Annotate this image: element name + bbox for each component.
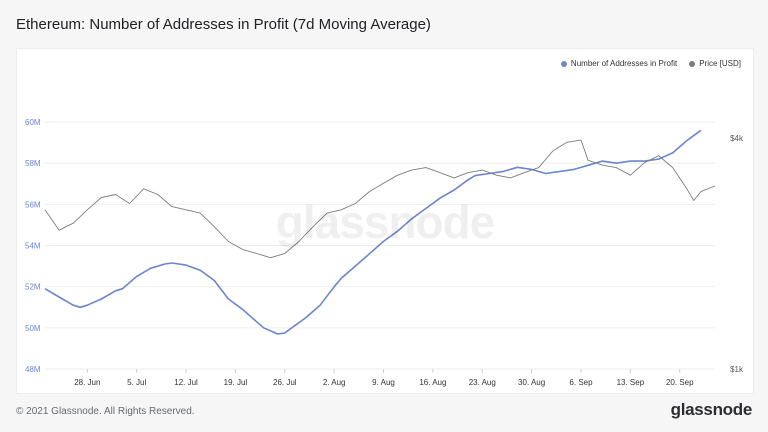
x-tick-label: 12. Jul: [174, 378, 198, 387]
x-tick-label: 6. Sep: [569, 378, 593, 387]
y2-tick-label: $4k: [730, 134, 744, 143]
legend: Number of Addresses in Profit Price [USD…: [560, 59, 741, 68]
legend-dot-price: [689, 60, 696, 67]
x-tick-label: 9. Aug: [372, 378, 395, 387]
x-tick-label: 23. Aug: [469, 378, 496, 387]
legend-label-addresses: Number of Addresses in Profit: [570, 59, 678, 68]
chart-title: Ethereum: Number of Addresses in Profit …: [16, 16, 431, 33]
legend-label-price: Price [USD]: [699, 59, 741, 68]
x-tick-label: 19. Jul: [224, 378, 248, 387]
series-line-addresses: [44, 129, 702, 335]
x-tick-label: 16. Aug: [419, 378, 446, 387]
chart-card: 48M 50M 52M 54M 56M 58M 60M $1k $4k 28. Jun 5. Jul…: [16, 48, 754, 394]
x-tick-label: 13. Sep: [617, 378, 645, 387]
legend-item-price[interactable]: Price [USD]: [689, 59, 741, 68]
glassnode-logo[interactable]: glassnode: [670, 400, 753, 419]
series-line-price: [44, 139, 716, 259]
footer-copyright: © 2021 Glassnode. All Rights Reserved.: [16, 406, 195, 417]
y-tick-label: 60M: [25, 118, 41, 127]
x-tick-label: 28. Jun: [74, 378, 100, 387]
y2-tick-label: $1k: [730, 365, 744, 374]
legend-dot-addresses: [560, 60, 567, 67]
y-tick-label: 52M: [25, 283, 41, 292]
x-tick-label: 20. Sep: [666, 378, 694, 387]
chart-svg: 48M 50M 52M 54M 56M 58M 60M $1k $4k 28. Jun 5. Jul…: [25, 118, 744, 387]
y-tick-label: 48M: [25, 365, 41, 374]
x-tick-label: 26. Jul: [273, 378, 297, 387]
legend-item-addresses[interactable]: Number of Addresses in Profit: [560, 59, 678, 68]
y-tick-label: 58M: [25, 159, 41, 168]
y-tick-label: 54M: [25, 242, 41, 251]
x-tick-label: 2. Aug: [323, 378, 346, 387]
x-tick-label: 30. Aug: [518, 378, 545, 387]
x-tick-label: 5. Jul: [127, 378, 146, 387]
y-tick-label: 50M: [25, 324, 41, 333]
y-tick-label: 56M: [25, 200, 41, 209]
